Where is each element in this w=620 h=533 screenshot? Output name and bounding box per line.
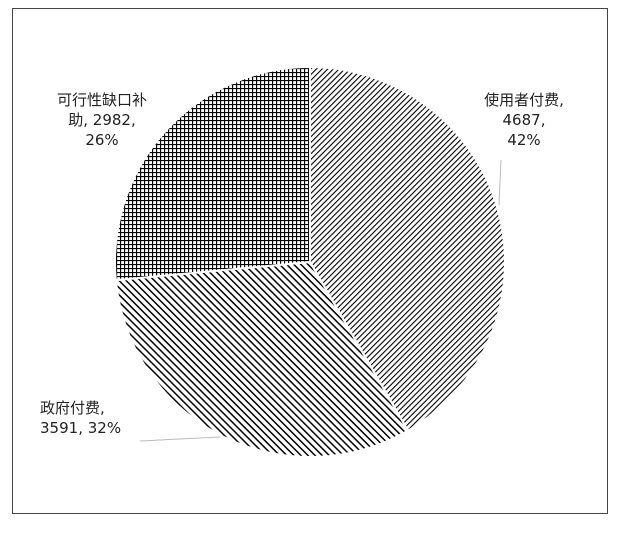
data-label: 可行性缺口补助, 2982, 26% (52, 90, 152, 150)
data-label: 使用者付费, 4687, 42% (484, 90, 564, 150)
label-part: , (559, 91, 564, 109)
pie-slice (309, 65, 506, 432)
data-label: 政府付费, 3591, 32% (40, 398, 140, 438)
label-part: 4687 (502, 111, 541, 129)
label-part: , (100, 399, 105, 417)
label-part: 可行性缺口补助 (56, 91, 147, 129)
pie (114, 65, 506, 458)
label-part: 32% (87, 419, 122, 437)
leader-line (139, 436, 221, 442)
label-part: , (540, 111, 546, 129)
label-part: 3591 (40, 419, 79, 437)
pie-slice (114, 260, 410, 458)
label-part: , (83, 111, 93, 129)
label-part: , (78, 419, 88, 437)
label-part: 政府付费 (40, 399, 101, 417)
label-part: 使用者付费 (484, 91, 560, 109)
pie-slice (114, 65, 311, 282)
label-part: , (130, 111, 136, 129)
label-part: 42% (507, 131, 541, 149)
label-part: 26% (85, 131, 119, 149)
leader-line (498, 159, 502, 206)
label-part: 2982 (92, 111, 131, 129)
